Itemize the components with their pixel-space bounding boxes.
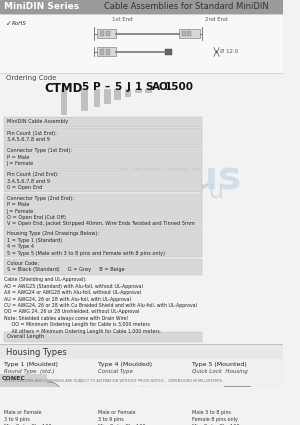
- Bar: [106, 49, 110, 55]
- Bar: [224, 386, 250, 404]
- Text: RoHS: RoHS: [12, 21, 27, 26]
- Text: .ru: .ru: [190, 179, 224, 203]
- Bar: [146, 89, 152, 93]
- Text: Type 4 (Moulded): Type 4 (Moulded): [98, 362, 152, 367]
- Ellipse shape: [133, 391, 159, 399]
- Text: Conical Type: Conical Type: [98, 369, 133, 374]
- Text: Connector Type (2nd End):
P = Male
J = Female
O = Open End (Cut Off)
V = Open En: Connector Type (2nd End): P = Male J = F…: [7, 196, 194, 227]
- Circle shape: [44, 396, 46, 398]
- Text: ✓: ✓: [6, 21, 11, 27]
- Bar: [188, 31, 191, 37]
- Text: Overall Length: Overall Length: [7, 334, 44, 339]
- Text: портал: портал: [155, 198, 202, 212]
- Bar: [4, 229, 202, 258]
- Text: Colour Code:
S = Black (Standard)     G = Grey     B = Beige: Colour Code: S = Black (Standard) G = Gr…: [7, 261, 124, 272]
- Text: Connector Type (1st End):
P = Male
J = Female: Connector Type (1st End): P = Male J = F…: [7, 148, 71, 166]
- Text: Round Type  (std.): Round Type (std.): [4, 369, 54, 374]
- Circle shape: [42, 388, 56, 402]
- Bar: [4, 332, 202, 342]
- Bar: [97, 29, 116, 38]
- Text: Housing Type (2nd Drawings Below):
1 = Type 1 (Standard)
4 = Type 4
5 = Type 5 (: Housing Type (2nd Drawings Below): 1 = T…: [7, 231, 165, 255]
- Circle shape: [36, 382, 62, 408]
- Bar: [4, 116, 202, 127]
- Text: CONEC: CONEC: [2, 376, 26, 381]
- Text: 1st End: 1st End: [112, 17, 133, 22]
- Text: Type 5 (Mounted): Type 5 (Mounted): [192, 362, 247, 367]
- Bar: [4, 146, 202, 169]
- Text: Ordering Code: Ordering Code: [6, 75, 56, 81]
- Bar: [97, 47, 116, 57]
- Bar: [182, 31, 185, 37]
- Text: Cable (Shielding and UL-Approval):
AO = AWG25 (Standard) with Alu-foil, without : Cable (Shielding and UL-Approval): AO = …: [4, 278, 196, 334]
- Circle shape: [52, 392, 54, 394]
- Bar: [106, 31, 110, 37]
- Bar: [125, 89, 131, 96]
- Bar: [0, 14, 283, 73]
- Text: Type 1 (Moulded): Type 1 (Moulded): [4, 362, 58, 367]
- Text: J: J: [126, 82, 130, 92]
- Text: MiniDIN Series: MiniDIN Series: [4, 2, 79, 11]
- Text: 1: 1: [135, 82, 142, 92]
- Bar: [179, 29, 200, 38]
- Text: Pin Count (2nd End):
3,4,5,6,7,8 and 9
0 = Open End: Pin Count (2nd End): 3,4,5,6,7,8 and 9 0…: [7, 172, 58, 190]
- Text: S: S: [145, 82, 152, 92]
- Text: 2nd End: 2nd End: [205, 17, 228, 22]
- Bar: [104, 89, 111, 104]
- Text: 5: 5: [114, 82, 121, 92]
- Bar: [100, 31, 103, 37]
- Text: CTMD: CTMD: [45, 82, 83, 95]
- Bar: [0, 0, 283, 14]
- Text: kazus: kazus: [116, 159, 242, 197]
- Text: Cable Assemblies for Standard MiniDIN: Cable Assemblies for Standard MiniDIN: [103, 2, 268, 11]
- Text: Ø 12.0: Ø 12.0: [220, 48, 238, 54]
- Bar: [165, 49, 172, 55]
- Text: Pin Count (1st End):
3,4,5,6,7,8 and 9: Pin Count (1st End): 3,4,5,6,7,8 and 9: [7, 131, 56, 142]
- Bar: [114, 89, 121, 100]
- Text: AO: AO: [152, 82, 169, 92]
- Bar: [4, 170, 202, 192]
- Bar: [100, 49, 103, 55]
- Circle shape: [233, 392, 236, 394]
- Text: Male or Female
3 to 9 pins
Min. Order Qty. 100 pcs.: Male or Female 3 to 9 pins Min. Order Qt…: [4, 411, 62, 425]
- Text: P: P: [93, 82, 101, 92]
- Text: Male 3 to 8 pins
Female 8 pins only
Min. Order Qty. 100 pcs.: Male 3 to 8 pins Female 8 pins only Min.…: [192, 411, 251, 425]
- Bar: [4, 193, 202, 228]
- Bar: [0, 345, 283, 360]
- Bar: [4, 128, 202, 145]
- Bar: [0, 374, 47, 387]
- Text: 1500: 1500: [164, 82, 194, 92]
- Circle shape: [48, 390, 50, 392]
- Text: 5: 5: [81, 82, 88, 92]
- Circle shape: [239, 392, 241, 394]
- Ellipse shape: [120, 387, 166, 402]
- Bar: [94, 89, 100, 108]
- Text: MiniDIN Cable Assembly: MiniDIN Cable Assembly: [7, 119, 68, 124]
- Text: Housing Types: Housing Types: [6, 348, 66, 357]
- Bar: [61, 89, 67, 115]
- Text: Male or Female
3 to 9 pins
Min. Order Qty. 100 pcs.: Male or Female 3 to 9 pins Min. Order Qt…: [98, 411, 157, 425]
- Circle shape: [236, 390, 239, 392]
- Bar: [230, 389, 245, 401]
- Bar: [82, 89, 88, 111]
- Text: SPECIFICATIONS AND DRAWINGS ARE SUBJECT TO ALTERATION WITHOUT PRIOR NOTICE. - DI: SPECIFICATIONS AND DRAWINGS ARE SUBJECT …: [4, 379, 223, 383]
- Text: –: –: [105, 82, 110, 92]
- Bar: [135, 89, 142, 93]
- Text: Quick Lock  Housing: Quick Lock Housing: [192, 369, 248, 374]
- Bar: [0, 345, 283, 387]
- Circle shape: [52, 396, 54, 398]
- Circle shape: [44, 392, 46, 394]
- Bar: [4, 259, 202, 275]
